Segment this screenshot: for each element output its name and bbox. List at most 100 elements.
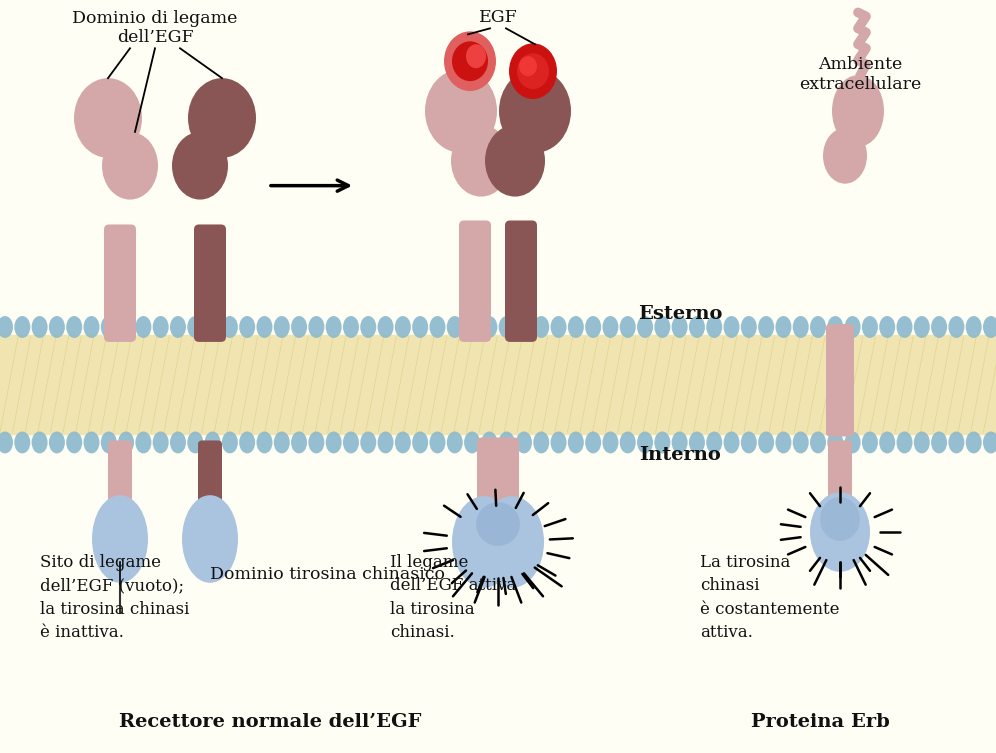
Ellipse shape <box>452 41 488 81</box>
Ellipse shape <box>135 431 151 453</box>
Ellipse shape <box>394 316 411 338</box>
Ellipse shape <box>84 316 100 338</box>
Ellipse shape <box>343 316 359 338</box>
Ellipse shape <box>568 316 584 338</box>
Ellipse shape <box>466 44 486 69</box>
Text: Il legame
dell’EGF attiva
la tirosina
chinasi.: Il legame dell’EGF attiva la tirosina ch… <box>390 554 516 642</box>
Ellipse shape <box>516 316 532 338</box>
Ellipse shape <box>326 431 342 453</box>
FancyBboxPatch shape <box>826 324 854 437</box>
Ellipse shape <box>931 316 947 338</box>
Ellipse shape <box>119 431 134 453</box>
Ellipse shape <box>828 431 844 453</box>
Ellipse shape <box>862 431 877 453</box>
Ellipse shape <box>983 431 996 453</box>
Ellipse shape <box>585 316 602 338</box>
Ellipse shape <box>820 497 860 541</box>
Ellipse shape <box>741 431 757 453</box>
Ellipse shape <box>451 125 511 197</box>
Text: Ambiente
extracellulare: Ambiente extracellulare <box>799 56 921 93</box>
Ellipse shape <box>152 316 168 338</box>
Ellipse shape <box>603 431 619 453</box>
Ellipse shape <box>152 431 168 453</box>
Ellipse shape <box>187 431 203 453</box>
Ellipse shape <box>291 431 307 453</box>
Ellipse shape <box>291 316 307 338</box>
Text: Dominio di legame
dell’EGF: Dominio di legame dell’EGF <box>73 10 238 46</box>
Ellipse shape <box>620 431 635 453</box>
Ellipse shape <box>845 316 861 338</box>
Ellipse shape <box>239 431 255 453</box>
Ellipse shape <box>135 316 151 338</box>
FancyBboxPatch shape <box>198 441 222 516</box>
Ellipse shape <box>239 316 255 338</box>
Ellipse shape <box>879 316 895 338</box>
Ellipse shape <box>101 316 117 338</box>
Ellipse shape <box>845 431 861 453</box>
FancyBboxPatch shape <box>194 224 226 342</box>
Ellipse shape <box>758 431 774 453</box>
Ellipse shape <box>793 316 809 338</box>
Ellipse shape <box>0 431 13 453</box>
Ellipse shape <box>533 316 549 338</box>
Ellipse shape <box>706 431 722 453</box>
Ellipse shape <box>412 431 428 453</box>
Ellipse shape <box>309 316 325 338</box>
Ellipse shape <box>966 316 982 338</box>
Ellipse shape <box>723 316 739 338</box>
Ellipse shape <box>810 431 826 453</box>
Bar <box>0 335 996 434</box>
Ellipse shape <box>377 431 393 453</box>
Ellipse shape <box>257 316 273 338</box>
Ellipse shape <box>187 316 203 338</box>
Ellipse shape <box>257 431 273 453</box>
Ellipse shape <box>499 431 515 453</box>
Ellipse shape <box>896 316 912 338</box>
FancyBboxPatch shape <box>459 221 491 342</box>
Text: Interno: Interno <box>639 447 721 465</box>
Ellipse shape <box>343 431 359 453</box>
Ellipse shape <box>637 431 653 453</box>
Ellipse shape <box>832 75 884 147</box>
Text: Dominio tirosina chinasico: Dominio tirosina chinasico <box>210 566 445 583</box>
Ellipse shape <box>326 316 342 338</box>
Ellipse shape <box>429 316 445 338</box>
FancyBboxPatch shape <box>108 441 132 516</box>
Ellipse shape <box>896 431 912 453</box>
Ellipse shape <box>758 316 774 338</box>
Ellipse shape <box>480 496 544 588</box>
Ellipse shape <box>485 125 545 197</box>
Ellipse shape <box>810 492 870 572</box>
Ellipse shape <box>931 431 947 453</box>
Text: Proteina Erb: Proteina Erb <box>751 713 889 731</box>
Ellipse shape <box>516 431 532 453</box>
Ellipse shape <box>723 431 739 453</box>
Ellipse shape <box>793 431 809 453</box>
Ellipse shape <box>948 431 964 453</box>
Ellipse shape <box>274 316 290 338</box>
Ellipse shape <box>499 69 571 153</box>
Ellipse shape <box>823 128 867 184</box>
Ellipse shape <box>49 316 65 338</box>
Ellipse shape <box>222 316 238 338</box>
Ellipse shape <box>671 431 687 453</box>
Text: Esterno: Esterno <box>637 305 722 323</box>
Ellipse shape <box>948 316 964 338</box>
Ellipse shape <box>706 316 722 338</box>
Ellipse shape <box>966 431 982 453</box>
Ellipse shape <box>14 316 30 338</box>
Ellipse shape <box>828 316 844 338</box>
Ellipse shape <box>533 431 549 453</box>
Ellipse shape <box>452 496 516 588</box>
Ellipse shape <box>222 431 238 453</box>
Ellipse shape <box>689 431 705 453</box>
Ellipse shape <box>412 316 428 338</box>
Ellipse shape <box>447 316 463 338</box>
Ellipse shape <box>204 431 220 453</box>
Ellipse shape <box>499 316 515 338</box>
Ellipse shape <box>170 431 186 453</box>
Ellipse shape <box>274 431 290 453</box>
Ellipse shape <box>464 316 480 338</box>
Ellipse shape <box>481 316 497 338</box>
Ellipse shape <box>509 44 557 99</box>
